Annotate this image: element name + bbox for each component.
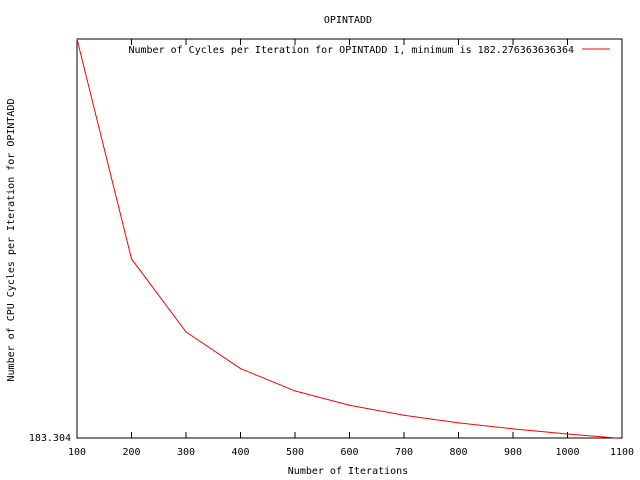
x-tick-label: 500 — [286, 447, 304, 458]
chart-title: OPINTADD — [324, 15, 372, 26]
data-point — [294, 390, 296, 392]
data-point — [615, 437, 618, 439]
x-axis-ticks: 100 200 300 400 500 600 700 800 900 1000 1100 — [68, 39, 634, 458]
series-layer — [76, 38, 618, 439]
series-line — [76, 38, 617, 439]
x-tick-label: 400 — [231, 447, 249, 458]
x-tick-label: 600 — [340, 447, 358, 458]
x-tick-label: 800 — [449, 447, 467, 458]
x-tick-label: 700 — [395, 447, 413, 458]
data-point — [239, 367, 242, 370]
x-tick-label: 200 — [122, 447, 140, 458]
x-tick-label: 300 — [177, 447, 195, 458]
data-point — [348, 404, 351, 406]
x-tick-label: 900 — [504, 447, 522, 458]
x-tick-label: 1000 — [555, 447, 579, 458]
x-axis-label: Number of Iterations — [288, 466, 408, 477]
data-point — [76, 38, 78, 40]
data-point — [403, 414, 405, 416]
x-tick-label: 1100 — [610, 447, 634, 458]
data-point — [512, 428, 514, 430]
y-tick-label: 183.304 — [29, 433, 71, 444]
legend: Number of Cycles per Iteration for OPINT… — [128, 45, 610, 56]
y-axis-label: Number of CPU Cycles per Iteration for O… — [6, 99, 17, 382]
x-tick-label: 100 — [68, 447, 86, 458]
legend-label: Number of Cycles per Iteration for OPINT… — [128, 45, 574, 56]
plot-frame — [76, 38, 623, 439]
data-point — [566, 433, 569, 435]
data-point — [457, 422, 460, 424]
data-point — [185, 331, 187, 333]
data-point — [130, 258, 133, 260]
